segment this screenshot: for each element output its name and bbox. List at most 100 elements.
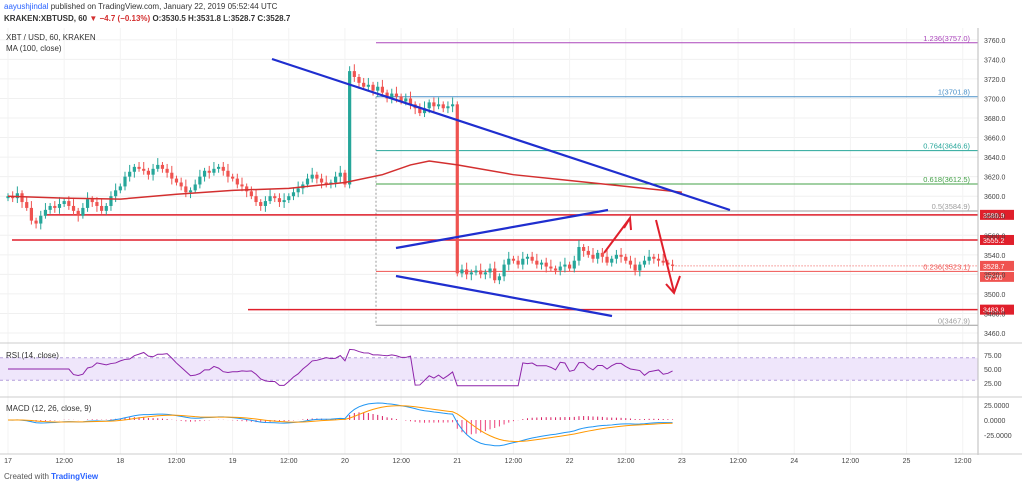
candle-body xyxy=(376,86,380,91)
candle-body xyxy=(582,247,586,251)
candle-body xyxy=(114,190,118,197)
candle-body xyxy=(656,258,661,261)
candle-body xyxy=(207,170,211,173)
fib-level-label: 0.5(3584.9) xyxy=(932,202,971,211)
candle-body xyxy=(642,260,647,265)
candle-body xyxy=(235,178,239,185)
rsi-line xyxy=(8,348,673,387)
current-price-tag xyxy=(980,260,1014,271)
trendline xyxy=(395,208,609,250)
candle-body xyxy=(338,172,342,177)
candle-body xyxy=(277,198,282,203)
price-change: ▼ −4.7 (−0.13%) xyxy=(89,14,151,23)
candle-body xyxy=(418,108,422,114)
candle-body xyxy=(334,176,338,183)
time-tick-label: 12:00 xyxy=(617,458,635,465)
price-tag xyxy=(980,304,1014,315)
candle-body xyxy=(291,192,296,197)
candle-body xyxy=(132,166,136,172)
price-tick-label: 3680.0 xyxy=(984,116,1006,123)
candle-body xyxy=(469,272,473,275)
time-tick-label: 20 xyxy=(341,458,349,465)
candle-body xyxy=(170,172,174,179)
candle-body xyxy=(497,276,501,281)
price-tick-label: 3640.0 xyxy=(984,155,1006,162)
candle-body xyxy=(638,264,642,271)
candle-body xyxy=(25,202,29,208)
candle-body xyxy=(81,207,85,216)
candle-body xyxy=(422,108,427,114)
candle-body xyxy=(488,268,492,273)
candle-body xyxy=(549,266,553,269)
price-tag xyxy=(980,234,1014,245)
rsi-pane xyxy=(0,348,978,387)
candle-body xyxy=(85,199,90,208)
candle-body xyxy=(259,202,263,206)
price-tick-label: 3520.0 xyxy=(984,272,1006,279)
candle-body xyxy=(427,102,431,109)
candle-body xyxy=(240,184,244,187)
author-name[interactable]: aayushjindal xyxy=(4,2,49,11)
tradingview-logo[interactable]: TradingView xyxy=(51,472,99,481)
candle-body xyxy=(104,205,108,211)
candle-body xyxy=(315,174,319,179)
candle-body xyxy=(628,260,633,265)
candle-body xyxy=(436,104,441,107)
candle-body xyxy=(507,258,511,265)
candle-body xyxy=(184,186,188,193)
candle-body xyxy=(530,256,534,261)
candlesticks xyxy=(6,64,675,285)
axes: 3460.03480.03500.03520.03540.03560.03580… xyxy=(0,28,1022,465)
candle-body xyxy=(563,264,567,267)
horizontal-levels: 3580.9 3555.2 3483.9 3528.7 07:20 xyxy=(12,209,1014,315)
candle-body xyxy=(521,258,525,265)
price-tick-label: 3620.0 xyxy=(984,175,1006,182)
candle-body xyxy=(465,269,469,275)
price-tick-label: 3600.0 xyxy=(984,194,1006,201)
time-tick-label: 17 xyxy=(4,458,12,465)
macd-tick-label: -25.0000 xyxy=(984,433,1012,440)
time-tick-label: 25 xyxy=(903,458,911,465)
trendline xyxy=(271,57,731,212)
candle-body xyxy=(446,106,450,109)
candle-body xyxy=(254,196,258,203)
price-tick-label: 3480.0 xyxy=(984,311,1006,318)
time-tick-label: 23 xyxy=(678,458,686,465)
ohlc-line: KRAKEN:XBTUSD, 60 ▼ −4.7 (−0.13%) O:3530… xyxy=(4,14,290,23)
candle-body xyxy=(553,268,558,271)
candle-body xyxy=(502,264,506,277)
candle-body xyxy=(558,266,562,271)
candle-body xyxy=(34,220,38,224)
down-arrow xyxy=(655,219,675,293)
candle-body xyxy=(591,254,595,259)
price-tick-label: 3760.0 xyxy=(984,38,1006,45)
price-tick-label: 3560.0 xyxy=(984,233,1006,240)
candle-body xyxy=(212,168,216,173)
price-tick-label: 3540.0 xyxy=(984,253,1006,260)
symbol-line: KRAKEN:XBTUSD, 60 xyxy=(4,14,88,23)
candle-body xyxy=(385,92,389,99)
candle-body xyxy=(146,170,150,175)
candle-body xyxy=(48,205,52,210)
candle-body xyxy=(319,178,324,183)
rsi-tick-label: 25.00 xyxy=(984,381,1002,388)
candle-body xyxy=(6,196,10,199)
rsi-band xyxy=(0,357,978,381)
candle-body xyxy=(661,260,665,263)
fib-level-label: 0.764(3646.6) xyxy=(923,142,970,151)
candle-body xyxy=(202,170,207,177)
price-tick-label: 3500.0 xyxy=(984,292,1006,299)
trendline xyxy=(395,274,613,318)
candle-body xyxy=(174,178,179,183)
candle-body xyxy=(577,247,581,261)
candle-body xyxy=(263,201,267,206)
candle-body xyxy=(404,98,408,102)
fib-level-label: 0.236(3523.1) xyxy=(923,262,970,271)
signal-line xyxy=(7,405,673,442)
candle-body xyxy=(57,204,62,208)
candle-body xyxy=(62,201,66,205)
candle-body xyxy=(198,176,202,185)
candle-body xyxy=(493,268,497,281)
time-tick-label: 24 xyxy=(790,458,798,465)
